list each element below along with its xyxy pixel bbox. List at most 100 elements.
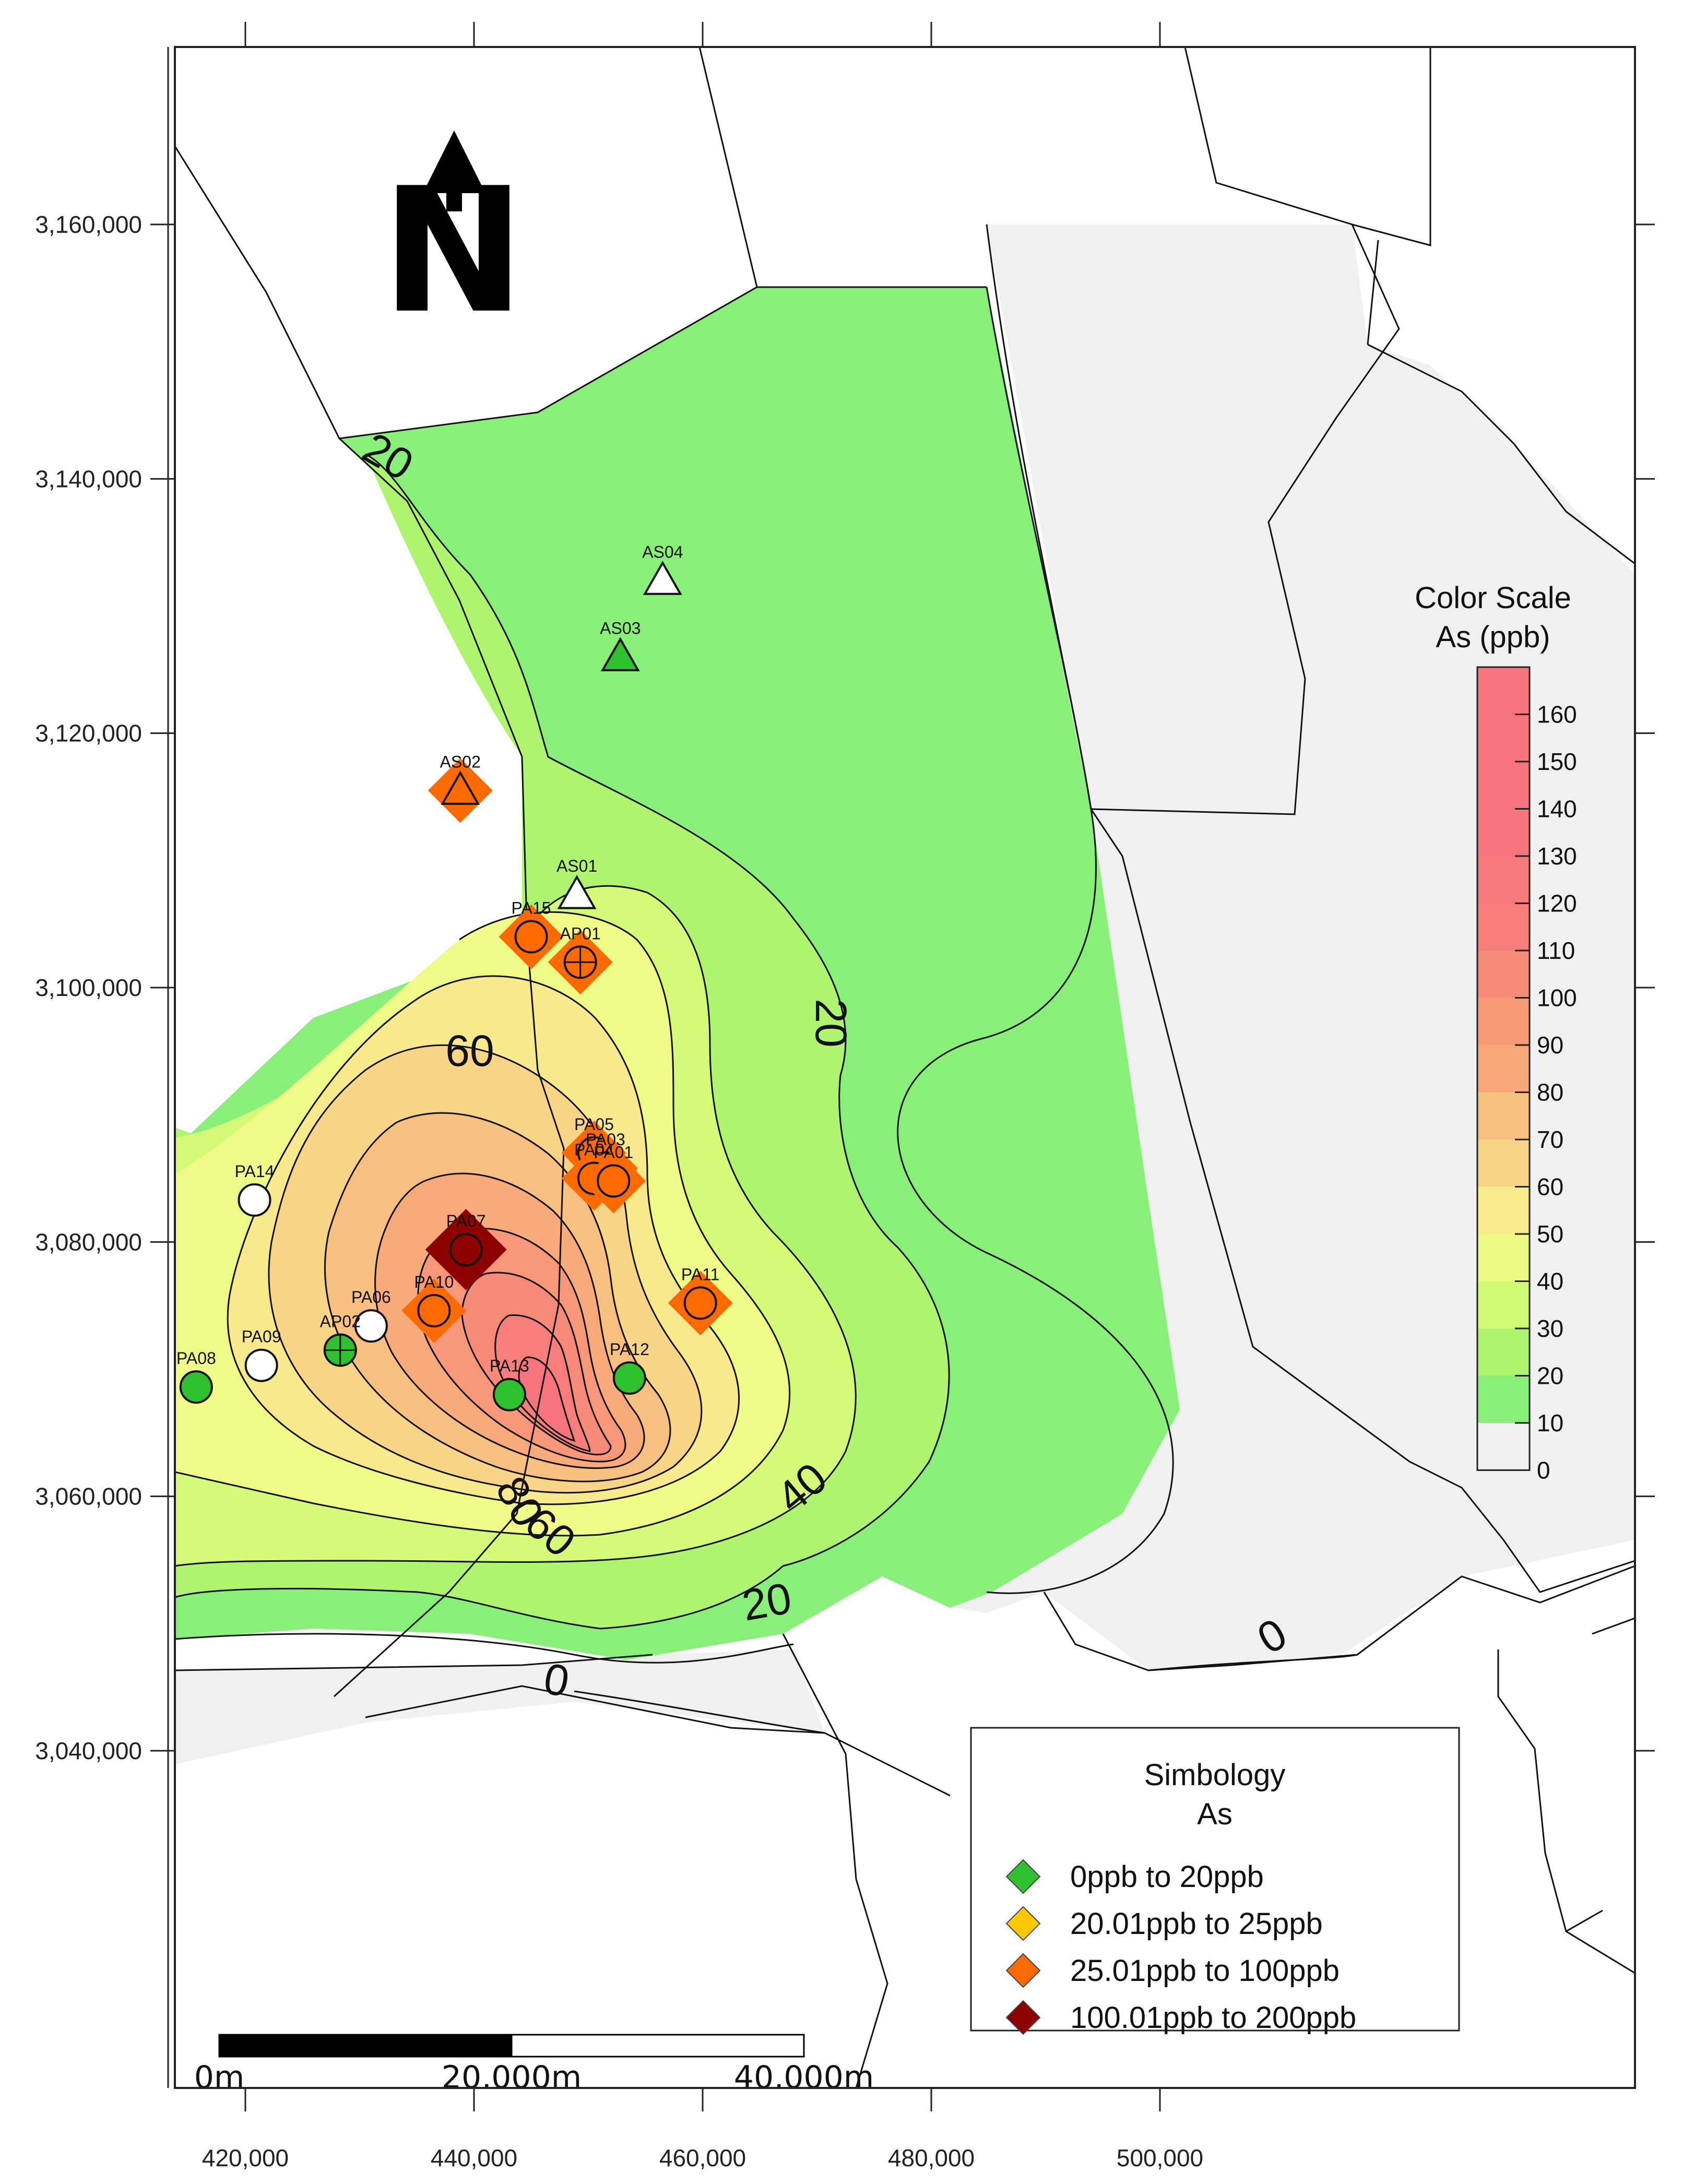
color-scale-tick-label-5: 110 [1537,937,1575,964]
y-tick-label-2: 3,120,000 [35,720,142,747]
y-axis: 3,160,000 3,140,000 3,120,000 3,100,000 3,08… [35,211,1655,1764]
legend-label-0: 0ppb to 20ppb [1070,1860,1264,1894]
boundary-b [339,286,987,440]
boundary-g [1090,809,1504,1540]
contour-line-40 [175,911,791,1537]
site-as01[interactable]: AS01 [556,857,597,909]
site-pa11[interactable]: PA11 [668,1265,733,1336]
site-label: AS01 [556,857,597,875]
site-label: PA14 [235,1162,275,1181]
site-as04[interactable]: AS04 [642,542,683,595]
contour-line-120 [494,1314,591,1452]
boundary-p [824,1732,951,1797]
x-tick-label-4: 500,000 [1117,2144,1203,2171]
north-arrow: N [381,130,525,351]
site-as03[interactable]: AS03 [600,619,641,671]
site-pa15[interactable]: PA15 [499,899,564,969]
site-label: PA03 [586,1130,625,1149]
circle-icon [244,1348,278,1382]
color-scale-band-12 [1477,856,1530,904]
color-scale-tick-label-10: 60 [1537,1173,1563,1201]
color-scale-band-16 [1477,667,1530,715]
site-ap02[interactable]: AP02 [320,1312,361,1367]
boundary-d [1091,47,1400,815]
color-scale-tick-label-6: 100 [1537,984,1577,1012]
legend-box [970,1727,1460,2032]
x-tick-label-3: 480,000 [888,2144,975,2171]
color-scale-band-2 [1477,1328,1530,1376]
zero-zone-south [175,1649,825,1764]
boundary-m [1497,1649,1635,1974]
site-pa07[interactable]: PA07 [425,1208,507,1290]
color-scale-band-10 [1477,951,1530,998]
color-scale-band-6 [1477,1140,1530,1187]
circle-icon [449,1232,483,1266]
site-pa06[interactable]: PA06 [351,1288,391,1343]
boundary-h [1502,1539,1635,1593]
y-tick-label-0: 3,160,000 [35,211,142,238]
x-tick-label-1: 440,000 [431,2144,517,2171]
legend-swatch-0 [1005,1859,1041,1894]
legend-swatch-2 [1005,1953,1041,1988]
y-tick-label-1: 3,140,000 [35,465,142,492]
contour-label-60: 60 [445,1026,494,1075]
site-label: PA05 [574,1115,614,1134]
site-label: PA10 [414,1273,454,1291]
legend: Simbology As 0ppb to 20ppb 20.01ppb to 25… [970,1727,1460,2035]
color-scale-tick-label-8: 80 [1537,1079,1563,1106]
circle-icon [417,1293,451,1327]
triangle-icon [441,770,480,805]
color-scale-tick-label-0: 160 [1537,701,1577,728]
color-scale-band-3 [1477,1281,1530,1328]
legend-title-line1: Simbology [1144,1758,1286,1792]
site-pa01[interactable]: PA01 [581,1143,646,1214]
site-pa08[interactable]: PA08 [176,1349,216,1404]
site-pa14[interactable]: PA14 [235,1162,275,1217]
legend-label-3: 100.01ppb to 200ppb [1070,2001,1356,2035]
site-label: PA07 [446,1212,486,1230]
x-tick-label-2: 460,000 [659,2144,746,2171]
contour-label-20-east: 20 [807,999,856,1047]
sample-sites: AS04AS03AS02AS01PA15AP01PA05PA03PA04PA01… [176,542,733,1411]
site-label: PA01 [594,1143,633,1161]
y-tick-label-6: 3,040,000 [35,1737,142,1764]
site-label: AP01 [560,924,601,943]
color-scale-band-1 [1477,1375,1530,1423]
contour-line-150 [518,1356,576,1442]
y-tick-label-5: 3,060,000 [35,1483,142,1510]
boundary-f [1367,343,1635,565]
boundary-i [782,1633,888,2088]
color-scale-tick-label-12: 40 [1537,1268,1563,1295]
color-scale-tick-label-3: 130 [1537,842,1577,870]
site-label: AS04 [642,542,683,561]
circle-icon [514,920,548,954]
boundary-o [1566,1909,1603,1932]
scale-bar-black-segment [218,2034,513,2058]
site-pa13[interactable]: PA13 [490,1357,529,1411]
contour-line-0-south [175,1633,794,1664]
color-scale-tick-label-4: 120 [1537,890,1577,917]
site-label: PA12 [610,1340,649,1359]
triangle-icon [643,561,682,595]
contour-line-100 [461,1272,612,1456]
triangle-icon [557,875,597,909]
scale-bar-label-0: 0m [194,2059,245,2096]
site-ap01[interactable]: AP01 [548,924,613,995]
color-scale-tick-label-1: 150 [1537,748,1577,775]
site-pa10[interactable]: PA10 [401,1273,467,1343]
circle-icon [354,1309,388,1343]
circle-icon [597,1164,631,1198]
site-label: PA06 [351,1288,391,1307]
site-pa09[interactable]: PA09 [242,1327,281,1382]
contour-line-20 [175,453,950,1630]
boundary-q [1367,240,1379,345]
site-pa12[interactable]: PA12 [610,1340,649,1395]
site-as02[interactable]: AS02 [428,752,493,823]
scale-bar: 0m 20,000m 40,000m [194,2034,874,2096]
scale-bar-white-segment [511,2034,805,2058]
color-scale-band-9 [1477,998,1530,1045]
color-scale-band-4 [1477,1234,1530,1281]
legend-swatch-3 [1005,2000,1041,2035]
